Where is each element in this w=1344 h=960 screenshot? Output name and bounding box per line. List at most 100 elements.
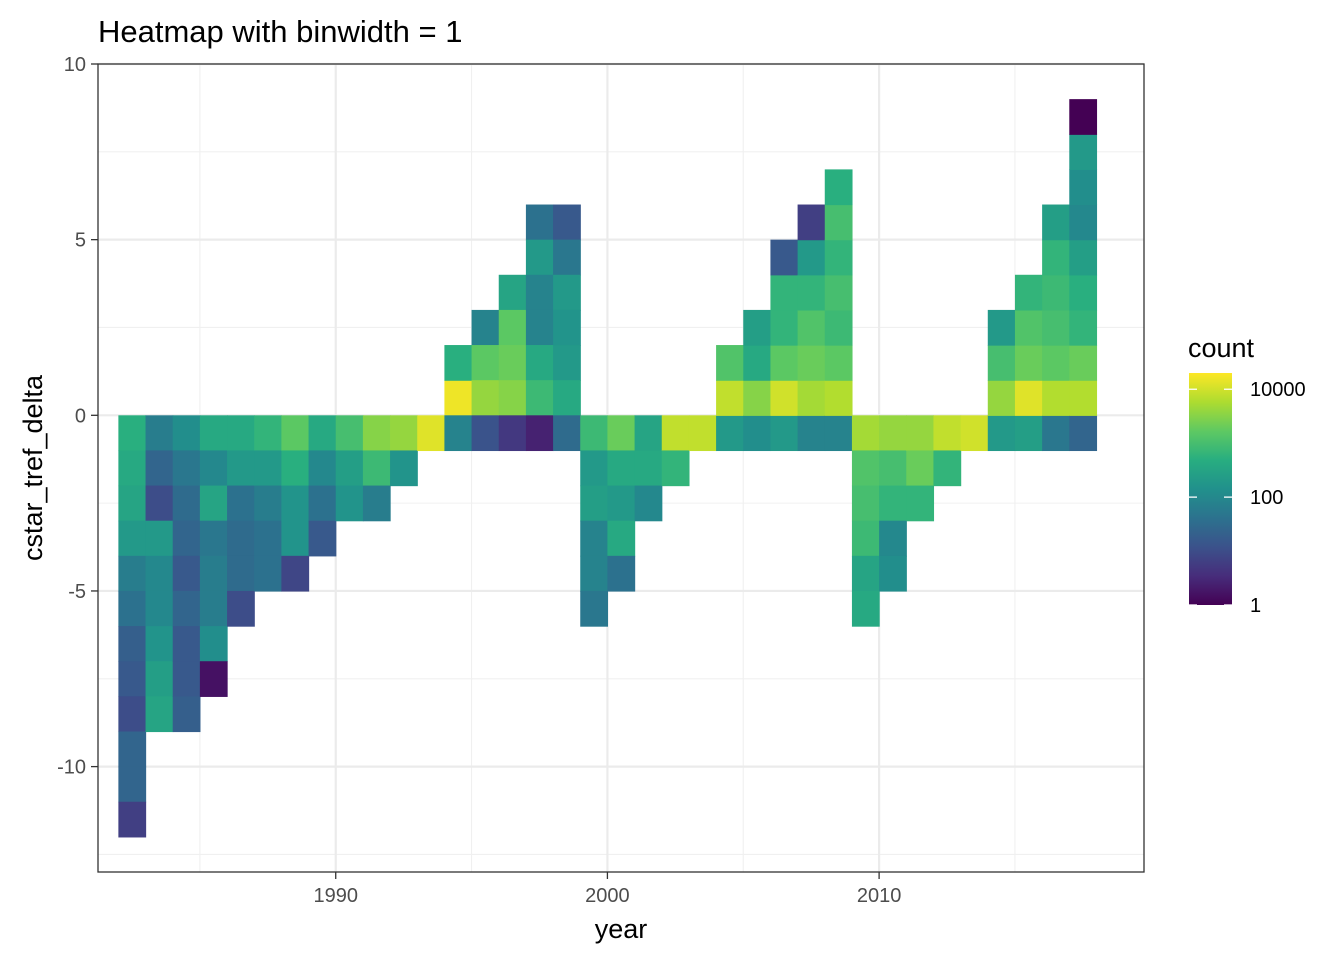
heatmap-tile [906, 485, 935, 522]
heatmap-tile [145, 696, 174, 733]
heatmap-tile [716, 345, 744, 381]
heatmap-tile [254, 485, 282, 522]
heatmap-tile [172, 520, 201, 557]
legend-colorbar [1189, 373, 1232, 605]
y-tick-label: -10 [57, 757, 86, 779]
heatmap-tile [851, 415, 880, 452]
heatmap-tile [118, 801, 147, 838]
heatmap-tile [362, 415, 391, 452]
heatmap-tile [498, 309, 527, 346]
heatmap-tile [118, 450, 147, 487]
heatmap-tile [797, 415, 826, 452]
heatmap-tile [118, 415, 147, 452]
heatmap-tile [743, 309, 772, 346]
heatmap-tile [553, 274, 581, 311]
heatmap-tile [227, 590, 255, 627]
heatmap-tile [770, 239, 799, 276]
heatmap-tile [145, 485, 174, 522]
heatmap-tile [580, 450, 609, 487]
heatmap-tile [308, 415, 337, 452]
heatmap-tiles [118, 99, 1098, 838]
heatmap-tile [118, 696, 147, 733]
heatmap-tile [281, 415, 310, 452]
heatmap-tile [525, 204, 554, 241]
heatmap-tile [1014, 415, 1043, 452]
heatmap-tile [797, 309, 826, 346]
heatmap-tile [797, 274, 826, 311]
heatmap-tile [1069, 415, 1098, 452]
heatmap-tile [525, 345, 554, 381]
heatmap-tile [1069, 345, 1098, 381]
heatmap-tile [743, 380, 772, 416]
heatmap-tile [227, 555, 255, 592]
heatmap-tile [824, 345, 853, 381]
heatmap-tile [987, 309, 1016, 346]
x-tick-label: 2000 [585, 885, 630, 907]
heatmap-tile [118, 485, 147, 522]
heatmap-tile [960, 415, 989, 452]
heatmap-tile [199, 626, 228, 662]
heatmap-tile [145, 520, 174, 557]
heatmap-tile [1069, 239, 1098, 276]
heatmap-tile [199, 520, 228, 557]
y-axis-title: cstar_tref_delta [18, 374, 48, 561]
heatmap-tile [362, 450, 391, 487]
heatmap-tile [634, 485, 663, 522]
heatmap-tile [824, 415, 853, 452]
heatmap-tile [390, 450, 418, 487]
heatmap-tile [498, 345, 527, 381]
heatmap-tile [118, 555, 147, 592]
heatmap-tile [525, 274, 554, 311]
heatmap-tile [824, 309, 853, 346]
plot-panel [97, 62, 1145, 873]
heatmap-tile [607, 485, 636, 522]
heatmap-tile [444, 345, 473, 381]
heatmap-tile [770, 345, 799, 381]
heatmap-tile [797, 380, 826, 416]
heatmap-tile [254, 555, 282, 592]
x-tick-label: 2010 [857, 885, 902, 907]
heatmap-tile [471, 415, 500, 452]
heatmap-tile [145, 415, 174, 452]
minor-gridlines [98, 64, 1144, 872]
heatmap-tile [824, 169, 853, 206]
heatmap-tile [607, 415, 636, 452]
chart-title: Heatmap with binwidth = 1 [98, 14, 462, 49]
heatmap-tile [661, 415, 690, 452]
x-axis-title: year [595, 914, 648, 944]
heatmap-tile [199, 415, 228, 452]
heatmap-tile [634, 450, 663, 487]
heatmap-tile [607, 555, 636, 592]
heatmap-tile [824, 380, 853, 416]
legend: count 10000 100 1 [1188, 333, 1306, 617]
heatmap-tile [254, 520, 282, 557]
heatmap-tile [770, 415, 799, 452]
heatmap-tile [281, 520, 310, 557]
heatmap-tile [933, 415, 962, 452]
legend-ticks: 10000 100 1 [1189, 379, 1306, 617]
heatmap-tile [471, 309, 500, 346]
heatmap-tile [553, 204, 581, 241]
heatmap-tile [851, 450, 880, 487]
heatmap-tile [145, 555, 174, 592]
heatmap-tile [580, 590, 609, 627]
heatmap-tile [824, 239, 853, 276]
heatmap-tile [716, 415, 744, 452]
y-tick-label: 0 [75, 405, 86, 427]
heatmap-tile [145, 626, 174, 662]
heatmap-tile [172, 661, 201, 697]
heatmap-tile [906, 450, 935, 487]
heatmap-tile [308, 520, 337, 557]
legend-title: count [1188, 333, 1255, 363]
heatmap-tile [281, 450, 310, 487]
heatmap-tile [879, 555, 907, 592]
heatmap-tile [553, 309, 581, 346]
heatmap-tile [933, 450, 962, 487]
heatmap-tile [227, 520, 255, 557]
heatmap-tile [879, 520, 907, 557]
heatmap-tile [118, 590, 147, 627]
heatmap-tile [580, 520, 609, 557]
heatmap-tile [797, 345, 826, 381]
heatmap-tile [172, 415, 201, 452]
